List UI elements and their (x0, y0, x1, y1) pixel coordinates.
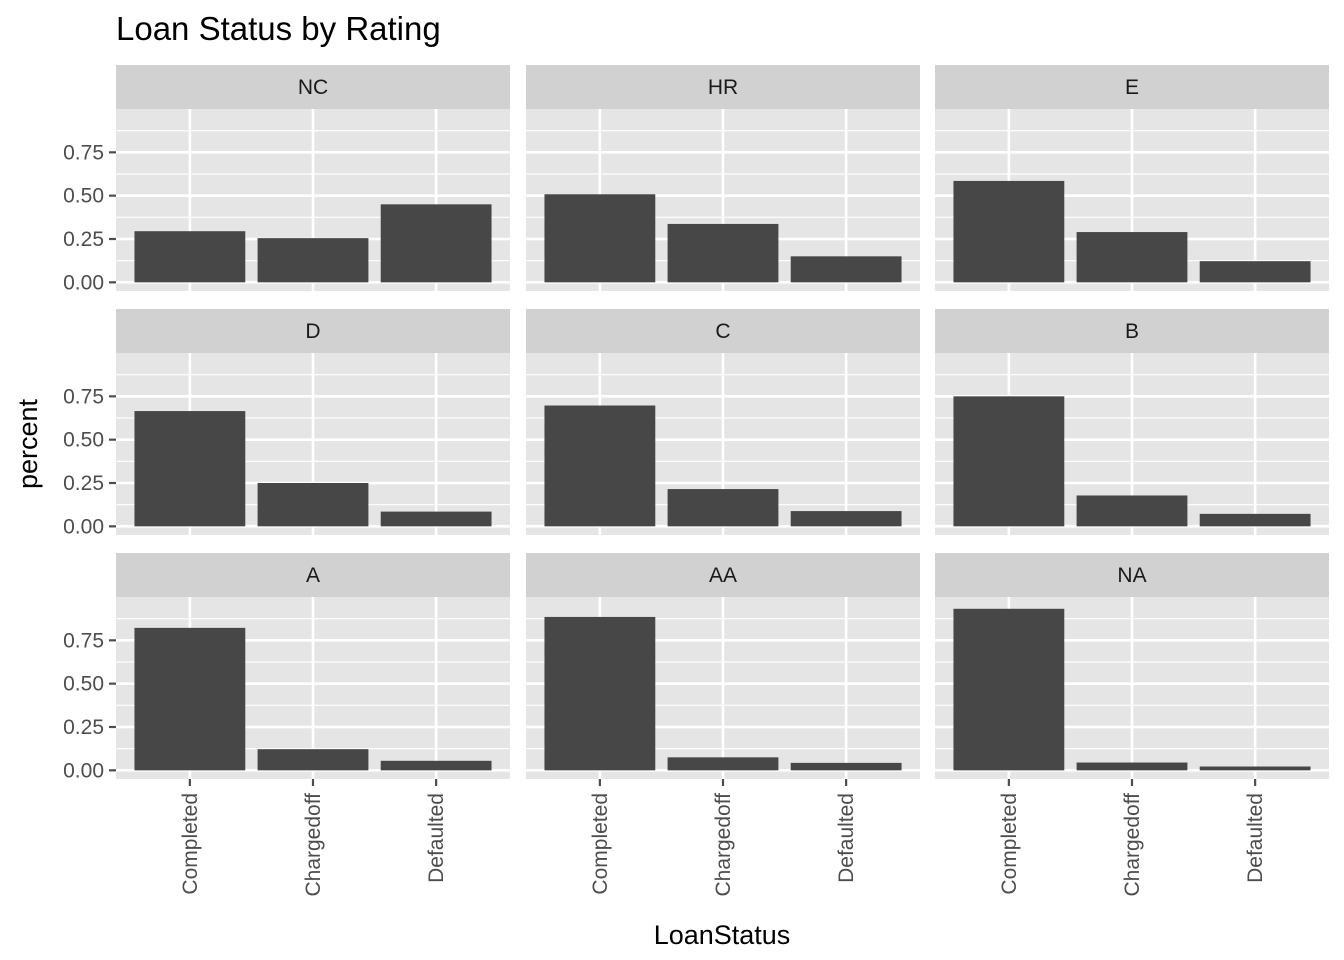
bar-completed (953, 180, 1065, 283)
x-tick-label: Chargedoff (712, 793, 735, 897)
bar-chargedoff (257, 749, 369, 771)
bar-chargedoff (1076, 232, 1188, 283)
facet-strip (935, 309, 1329, 353)
bar-completed (953, 608, 1065, 771)
y-tick-label: 0.00 (63, 515, 104, 538)
bar-defaulted (1199, 513, 1311, 527)
y-tick-label: 0.25 (63, 472, 104, 495)
facet-panel: C (526, 309, 920, 535)
bar-defaulted (1199, 261, 1311, 283)
bar-chargedoff (667, 489, 779, 527)
facet-strip (116, 65, 510, 109)
bar-completed (134, 411, 246, 527)
x-tick-label: Defaulted (1244, 793, 1267, 883)
facet-panel: B (935, 309, 1329, 535)
x-tick-label: Chargedoff (302, 793, 325, 897)
facet-label: C (715, 320, 730, 343)
facet-label: NA (1117, 564, 1146, 587)
bar-completed (953, 396, 1065, 527)
bar-defaulted (380, 760, 492, 771)
facet-panel: NA Completed Chargedoff Defaulted (935, 553, 1329, 897)
y-tick-label: 0.75 (63, 629, 104, 652)
facet-label: NC (298, 76, 328, 99)
y-axis-title: percent (13, 398, 43, 489)
bar-completed (544, 405, 656, 527)
bar-completed (544, 616, 656, 771)
y-tick-label: 0.25 (63, 716, 104, 739)
bar-completed (134, 627, 246, 771)
facet-strip (526, 309, 920, 353)
y-tick-label: 0.50 (63, 673, 104, 696)
bar-chargedoff (1076, 495, 1188, 527)
x-tick-label: Defaulted (425, 793, 448, 883)
x-tick-label: Completed (179, 793, 202, 895)
x-tick-label: Completed (998, 793, 1021, 895)
bar-chargedoff (257, 238, 369, 283)
facet-panel: E (935, 65, 1329, 291)
x-tick-label: Defaulted (835, 793, 858, 883)
x-tick-label: Chargedoff (1121, 793, 1144, 897)
bar-chargedoff (1076, 762, 1188, 771)
bar-defaulted (790, 511, 902, 527)
facet-strip (935, 553, 1329, 597)
bar-chargedoff (667, 757, 779, 771)
x-axis-title: LoanStatus (654, 920, 791, 950)
bar-chargedoff (257, 483, 369, 527)
facet-strip (526, 65, 920, 109)
bar-completed (134, 231, 246, 283)
facet-strip (935, 65, 1329, 109)
y-tick-label: 0.75 (63, 385, 104, 408)
x-tick-label: Completed (589, 793, 612, 895)
bar-defaulted (1199, 766, 1311, 771)
facet-panel: AA Completed Chargedoff Defaulted (526, 553, 920, 897)
bar-defaulted (380, 204, 492, 283)
bar-defaulted (790, 256, 902, 283)
facet-panel: A 0.00 0.25 0.50 0.75 Completed Chargedoff Defa… (63, 553, 510, 897)
facet-label: HR (708, 76, 738, 99)
bar-defaulted (380, 511, 492, 527)
facet-panel: HR (526, 65, 920, 291)
y-tick-label: 0.00 (63, 271, 104, 294)
y-tick-label: 0.50 (63, 185, 104, 208)
facet-strip (116, 309, 510, 353)
y-tick-label: 0.50 (63, 429, 104, 452)
y-tick-label: 0.25 (63, 228, 104, 251)
y-tick-label: 0.75 (63, 141, 104, 164)
facet-label: B (1125, 320, 1139, 343)
chart-title: Loan Status by Rating (116, 10, 441, 47)
facet-label: A (306, 564, 320, 587)
facet-label: AA (709, 564, 737, 587)
facet-panel: D 0.00 0.25 0.50 0.75 (63, 309, 510, 538)
bar-defaulted (790, 762, 902, 771)
facet-label: D (305, 320, 320, 343)
facet-strip (526, 553, 920, 597)
facet-strip (116, 553, 510, 597)
bar-completed (544, 194, 656, 283)
facet-panel: NC 0.00 0.25 0.50 0.75 (63, 65, 510, 294)
facet-label: E (1125, 76, 1139, 99)
y-tick-label: 0.00 (63, 759, 104, 782)
facet-panels: NC 0.00 0.25 0.50 0.75 HR E D 0.00 0.25 0.50 0.75 C B… (63, 65, 1329, 897)
bar-chargedoff (667, 223, 779, 283)
